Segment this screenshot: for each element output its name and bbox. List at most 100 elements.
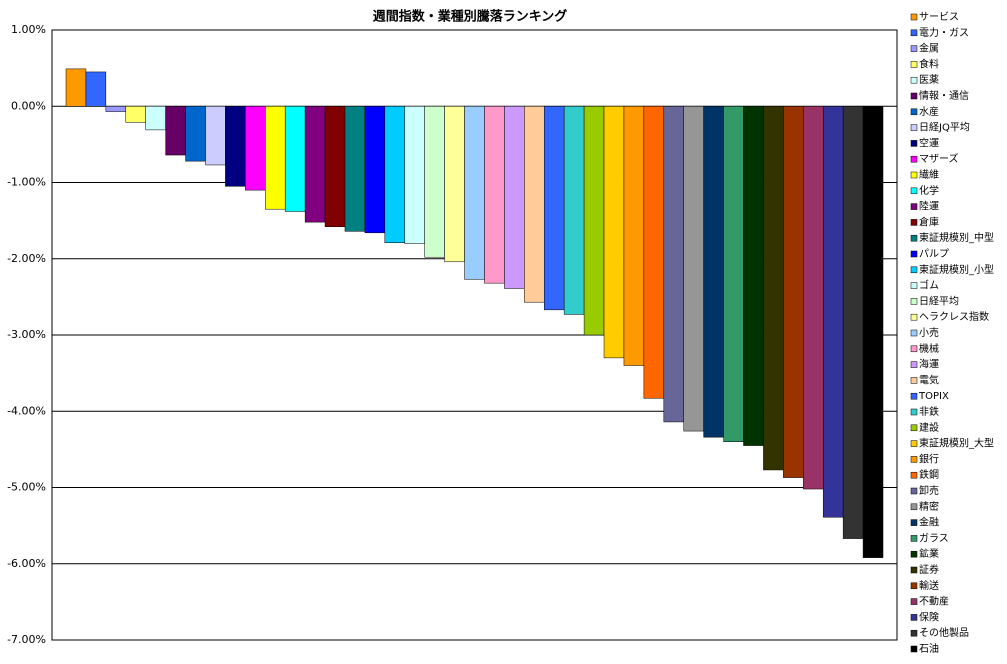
- bar: [424, 106, 445, 258]
- legend-label: 空運: [919, 136, 939, 149]
- bar: [743, 106, 764, 446]
- bar: [165, 106, 186, 156]
- legend-swatch: [910, 124, 918, 131]
- y-tick-label: -3.00%: [7, 328, 46, 341]
- legend-swatch: [910, 471, 918, 479]
- bar: [444, 106, 465, 263]
- plot-border: [51, 29, 898, 641]
- legend-label: 不動産: [919, 595, 949, 608]
- legend-label: 電力・ガス: [919, 26, 969, 39]
- legend-label: 証券: [919, 563, 939, 576]
- legend-label: ゴム: [919, 279, 939, 292]
- legend-label: 建設: [919, 421, 939, 434]
- legend-swatch: [910, 503, 918, 511]
- y-tick-label: -2.00%: [7, 252, 46, 265]
- legend-swatch: [910, 76, 918, 84]
- legend-label: 保険: [919, 610, 939, 623]
- legend-swatch: [910, 456, 918, 463]
- y-tick-label: 1.00%: [11, 23, 46, 36]
- legend-label: TOPIX: [918, 391, 949, 402]
- legend-label: 金属: [919, 42, 939, 55]
- y-tick-label: 0.00%: [11, 99, 46, 112]
- legend-label: その他製品: [919, 626, 969, 639]
- bar: [245, 106, 266, 191]
- bar: [683, 106, 704, 432]
- legend-swatch: [910, 377, 918, 384]
- chart-title: 週間指数・業種別騰落ランキング: [373, 9, 568, 25]
- legend-label: 海運: [919, 358, 939, 371]
- legend-label: 日経平均: [919, 294, 959, 307]
- legend-swatch: [910, 234, 918, 242]
- legend-swatch: [910, 329, 918, 337]
- legend-label: 石油: [919, 642, 939, 655]
- legend-swatch: [910, 155, 918, 163]
- bar: [842, 106, 864, 539]
- bar: [484, 106, 505, 284]
- legend-swatch: [910, 550, 918, 558]
- legend-label: ヘラクレス指数: [919, 310, 989, 323]
- bar: [862, 106, 884, 558]
- legend-swatch: [910, 519, 918, 526]
- legend-label: サービス: [919, 11, 959, 23]
- bar: [723, 106, 744, 442]
- legend-label: 小売: [919, 326, 939, 339]
- legend-label: 鉄鋼: [919, 468, 939, 481]
- bar: [504, 106, 525, 289]
- legend-swatch: [910, 298, 918, 305]
- legend-label: 卸売: [919, 484, 939, 497]
- legend-swatch: [910, 487, 918, 495]
- legend-swatch: [910, 535, 918, 542]
- legend-label: 輸送: [919, 579, 939, 592]
- bar: [583, 106, 605, 336]
- legend-label: 東証規模別_大型: [919, 437, 994, 450]
- bar: [85, 71, 107, 107]
- bar: [703, 106, 724, 438]
- bar: [603, 106, 625, 359]
- legend-label: 機械: [919, 342, 939, 355]
- legend-swatch: [910, 282, 918, 289]
- bar: [822, 106, 844, 518]
- legend-label: 医薬: [919, 74, 939, 86]
- legend-label: 東証規模別_中型: [919, 231, 994, 244]
- legend-label: ガラス: [919, 532, 949, 544]
- legend-label: 金融: [919, 516, 939, 529]
- bar: [284, 106, 306, 212]
- legend-swatch: [910, 408, 918, 416]
- bar: [344, 106, 366, 232]
- legend-label: 銀行: [919, 452, 939, 465]
- legend-label: マザーズ: [919, 152, 959, 165]
- legend-label: 鉱業: [919, 547, 939, 560]
- legend-swatch: [910, 92, 918, 100]
- legend-swatch: [910, 566, 918, 574]
- bar: [783, 106, 804, 478]
- legend-swatch: [910, 29, 918, 37]
- legend-swatch: [910, 598, 918, 605]
- legend-swatch: [910, 108, 918, 116]
- bar: [464, 106, 485, 280]
- legend-label: 日経JQ平均: [919, 121, 970, 134]
- bar: [543, 106, 565, 311]
- legend-swatch: [910, 424, 918, 432]
- bar: [185, 106, 206, 162]
- legend-label: 陸運: [919, 200, 939, 213]
- legend-label: 精密: [919, 500, 939, 513]
- legend-swatch: [910, 440, 918, 447]
- y-tick-label: -6.00%: [7, 557, 46, 570]
- legend-label: 繊維: [919, 168, 939, 181]
- legend-swatch: [910, 582, 918, 590]
- legend-label: 倉庫: [919, 215, 939, 228]
- y-tick-label: -7.00%: [7, 633, 46, 646]
- legend-label: パルプ: [919, 248, 949, 260]
- bar: [304, 106, 326, 223]
- bar: [65, 68, 87, 107]
- legend-swatch: [910, 140, 918, 147]
- legend-label: 非鉄: [919, 405, 939, 418]
- legend-swatch: [910, 345, 918, 353]
- legend-swatch: [910, 187, 918, 195]
- bar: [384, 106, 406, 243]
- bar: [324, 106, 346, 227]
- y-tick-label: -1.00%: [7, 176, 46, 189]
- legend-swatch: [910, 171, 918, 179]
- legend-swatch: [910, 61, 918, 68]
